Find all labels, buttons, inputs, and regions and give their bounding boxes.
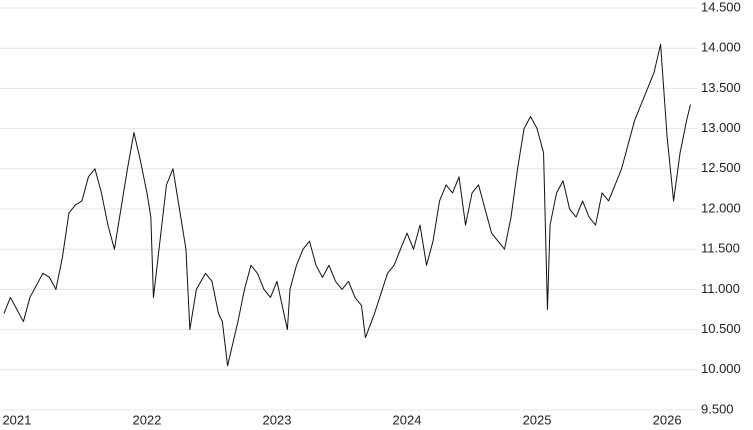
- y-tick-label: 11.500: [701, 241, 740, 256]
- y-tick-label: 11.000: [701, 281, 740, 296]
- y-tick-label: 10.500: [701, 321, 741, 336]
- y-tick-label: 9.500: [701, 401, 734, 416]
- y-tick-label: 13.000: [701, 120, 741, 135]
- x-tick-label: 2024: [393, 412, 422, 427]
- x-tick-label: 2025: [523, 412, 552, 427]
- x-tick-label: 2021: [2, 412, 31, 427]
- y-tick-label: 12.000: [701, 200, 741, 215]
- y-tick-label: 14.500: [701, 0, 741, 14]
- x-tick-label: 2023: [263, 412, 292, 427]
- price-line: [3, 43, 691, 367]
- x-tick-label: 2022: [132, 412, 161, 427]
- x-tick-label: 2026: [653, 412, 682, 427]
- y-tick-label: 14.000: [701, 40, 741, 55]
- y-tick-label: 13.500: [701, 80, 741, 95]
- y-tick-label: 10.000: [701, 361, 741, 376]
- y-tick-label: 12.500: [701, 160, 741, 175]
